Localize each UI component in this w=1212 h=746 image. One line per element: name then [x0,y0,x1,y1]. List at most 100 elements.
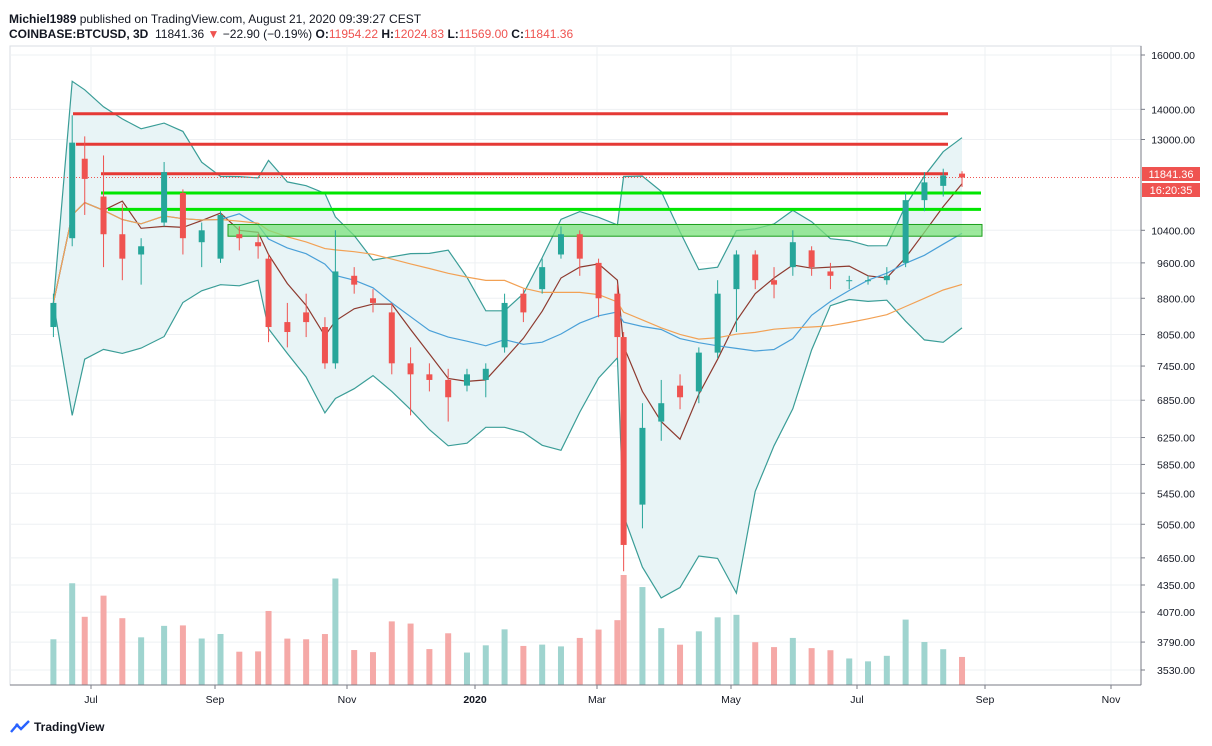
price-tick-label: 13000.00 [1151,134,1195,146]
change-arrow-icon: ▼ [207,27,220,41]
volume-bar [695,631,702,685]
bollinger-lower [52,279,963,599]
price-tick-label: 16000.00 [1151,50,1195,62]
volume-bar [255,651,262,685]
price-tick-label: 4650.00 [1157,553,1195,565]
volume-bar [303,639,310,685]
candle-body [255,242,262,247]
countdown-tag-text: 16:20:35 [1150,185,1193,197]
time-tick-label: Nov [338,694,357,706]
candle-body [733,254,740,290]
volume-bar [321,634,328,685]
candle-body [902,200,909,263]
candle-body [445,379,452,398]
candle-body [714,293,721,353]
price-tick-label: 4070.00 [1157,607,1195,619]
volume-bar [426,649,433,685]
published-text: published on TradingView.com, August 21,… [79,12,422,26]
volume-bar [179,625,186,685]
candle-body [50,302,57,328]
volume-bar [940,649,947,685]
volume-bar [539,644,546,685]
candle-body [940,175,947,186]
author-name[interactable]: Michiel1989 [9,12,77,26]
candle-body [827,271,834,276]
symbol-label[interactable]: COINBASE:BTCUSD, 3D [9,27,149,41]
volume-bar [388,621,395,685]
price-tick-label: 5850.00 [1157,459,1195,471]
volume-bar [138,637,145,685]
time-tick-label: 2020 [463,694,487,706]
candle-body [482,368,489,380]
volume-bar [959,656,966,685]
tradingview-logo[interactable]: TradingView [10,720,104,734]
last-price: 11841.36 [155,27,205,41]
candle-body [658,403,665,422]
last-price-tag-text: 11841.36 [1148,169,1193,181]
volume-bar [902,619,909,685]
volume-bar [50,639,57,685]
high-label: H: [381,27,395,41]
price-tick-label: 5450.00 [1157,488,1195,500]
candle-body [614,293,621,338]
candle-body [959,173,966,178]
candle-body [620,337,627,545]
time-tick-label: May [721,694,742,706]
candle-body [407,363,414,375]
volume-bar [576,637,583,685]
candle-body [217,214,224,259]
close-value: 11841.36 [523,27,574,41]
volume-bar [445,633,452,685]
candle-body [284,322,291,333]
low-label: L: [447,27,459,41]
volume-bars [50,575,966,685]
price-tick-label: 14000.00 [1151,104,1195,116]
volume-bar [217,633,224,685]
support-zone [227,223,983,237]
change-value: −22.90 (−0.19%) [222,27,313,41]
volume-bar [161,625,168,685]
candlesticks [50,115,966,572]
price-tick-label: 8050.00 [1157,330,1195,342]
candle-body [321,327,328,364]
volume-bar [265,610,272,685]
candle-body [846,280,853,282]
candle-body [771,280,778,285]
volume-bar [752,642,759,685]
candle-body [789,242,796,268]
candle-body [138,246,145,255]
candle-body [236,234,243,239]
candle-body [595,262,602,299]
candle-body [198,230,205,243]
candle-body [81,158,88,179]
volume-bar [714,617,721,685]
time-tick-label: Nov [1102,694,1121,706]
time-tick-label: Jul [850,694,863,706]
open-value: 11954.22 [328,27,379,41]
candle-body [883,275,890,281]
volume-bar [921,642,928,685]
last-price-tag [1142,167,1200,181]
candle-body [752,254,759,281]
time-axis[interactable]: Jul Sep Nov 2020 Mar May Jul Sep Nov [10,684,1141,706]
candle-body [119,234,126,259]
low-value: 11569.00 [458,27,508,41]
volume-bar [501,629,508,685]
price-tags: 11841.36 16:20:35 [1142,167,1200,197]
horizontal-levels[interactable] [10,112,1141,237]
price-axis[interactable]: 16000.00 14000.00 13000.00 10400.00 9600.00 8… [1140,46,1195,685]
volume-bar [119,618,126,685]
price-tick-label: 4350.00 [1157,580,1195,592]
volume-bar [69,583,76,685]
open-label: O: [315,27,329,41]
volume-bar [639,587,646,685]
candle-body [520,293,527,313]
candle-body [351,275,358,285]
volume-bar [620,575,627,685]
candle-body [557,234,564,255]
volume-bar [595,629,602,685]
candle-body [332,271,339,364]
time-tick-label: Mar [588,694,607,706]
candle-body [865,280,872,282]
